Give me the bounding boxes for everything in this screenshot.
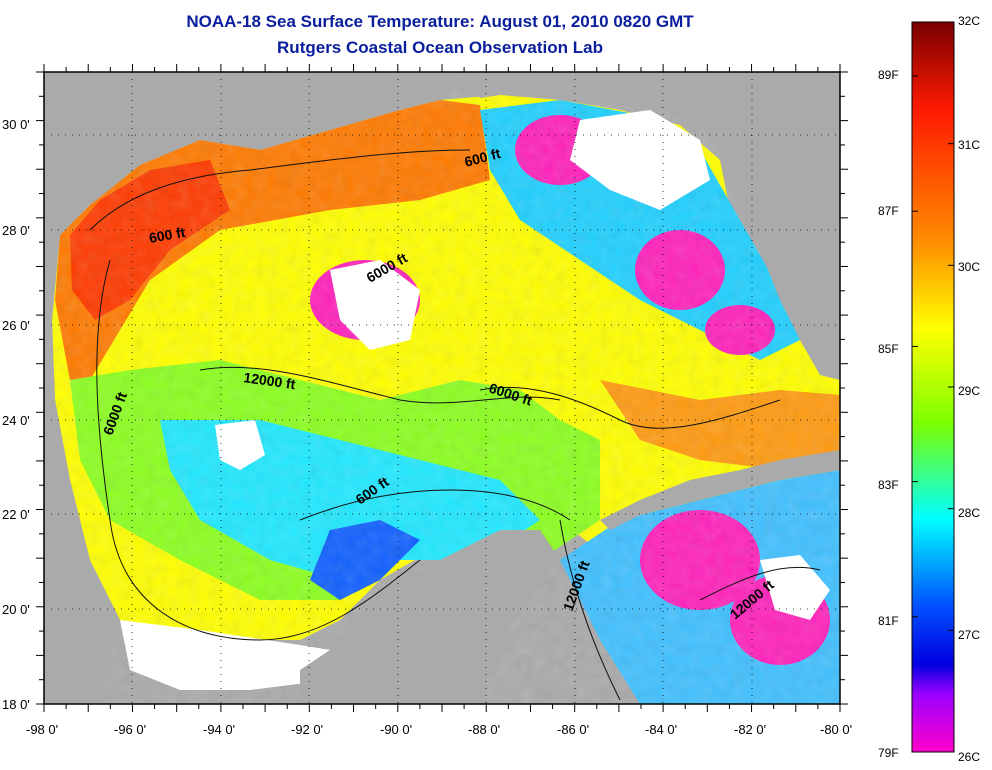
colorbar-label-f: 89F: [878, 68, 899, 82]
contour-600ft-south: [299, 489, 571, 521]
florida-land: [460, 72, 840, 380]
contour-12000ft-carib: [559, 519, 621, 701]
colorbar-label-c: 26C: [958, 750, 981, 764]
lat-tick-label: 22 0': [2, 507, 30, 522]
cloud-patch: [760, 555, 830, 620]
lon-tick-label: -90 0': [380, 722, 413, 737]
colorbar-ticks: [912, 21, 954, 753]
lon-tick-label: -92 0': [291, 722, 324, 737]
contour-6000ft-east: [479, 386, 781, 429]
colorbar-label-c: 29C: [958, 384, 981, 398]
cuba-land: [600, 450, 840, 530]
contour-6000ft: [96, 259, 421, 641]
lat-tick-label: 18 0': [2, 697, 30, 712]
colorbar-label-f: 83F: [878, 478, 899, 492]
louisiana-texas-land: [44, 72, 460, 240]
contour-label: 12000 ft: [243, 369, 297, 392]
colorbar-label-f: 81F: [878, 614, 899, 628]
lon-tick-label: -86 0': [557, 722, 590, 737]
colorbar-label-c: 27C: [958, 628, 981, 642]
contour-600ft: [89, 149, 471, 231]
lon-tick-label: -84 0': [645, 722, 678, 737]
colorbar-label-c: 31C: [958, 138, 981, 152]
map-title: NOAA-18 Sea Surface Temperature: August …: [186, 12, 694, 31]
colorbar-label-c: 30C: [958, 260, 981, 274]
map-subtitle: Rutgers Coastal Ocean Observation Lab: [277, 38, 603, 57]
contour-12000ft-carib2: [699, 566, 821, 601]
yucatan-land: [300, 530, 560, 704]
lat-tick-label: 26 0': [2, 318, 30, 333]
lon-tick-label: -94 0': [203, 722, 236, 737]
colorbar: [911, 21, 955, 753]
colorbar-label-f: 87F: [878, 204, 899, 218]
lat-tick-label: 24 0': [2, 413, 30, 428]
cloud-patch: [215, 420, 265, 470]
mexico-west-land: [44, 235, 120, 704]
lon-tick-label: -80 0': [820, 722, 853, 737]
lon-tick-label: -98 0': [26, 722, 59, 737]
cloud-patch: [330, 260, 420, 350]
lat-tick-label: 20 0': [2, 602, 30, 617]
lon-tick-label: -82 0': [734, 722, 767, 737]
lon-tick-label: -88 0': [468, 722, 501, 737]
lon-tick-label: -96 0': [114, 722, 147, 737]
contour-label: 600 ft: [148, 224, 187, 246]
tick-marks: [36, 64, 848, 712]
lat-tick-label: 30 0': [2, 117, 30, 132]
colorbar-label-c: 28C: [958, 506, 981, 520]
colorbar-label-c: 32C: [958, 14, 981, 28]
contour-12000ft: [199, 366, 561, 404]
graticule: [44, 72, 840, 704]
colorbar-label-f: 85F: [878, 342, 899, 356]
colorbar-label-f: 79F: [878, 746, 899, 760]
lat-tick-label: 28 0': [2, 223, 30, 238]
cloud-patch: [120, 620, 330, 690]
